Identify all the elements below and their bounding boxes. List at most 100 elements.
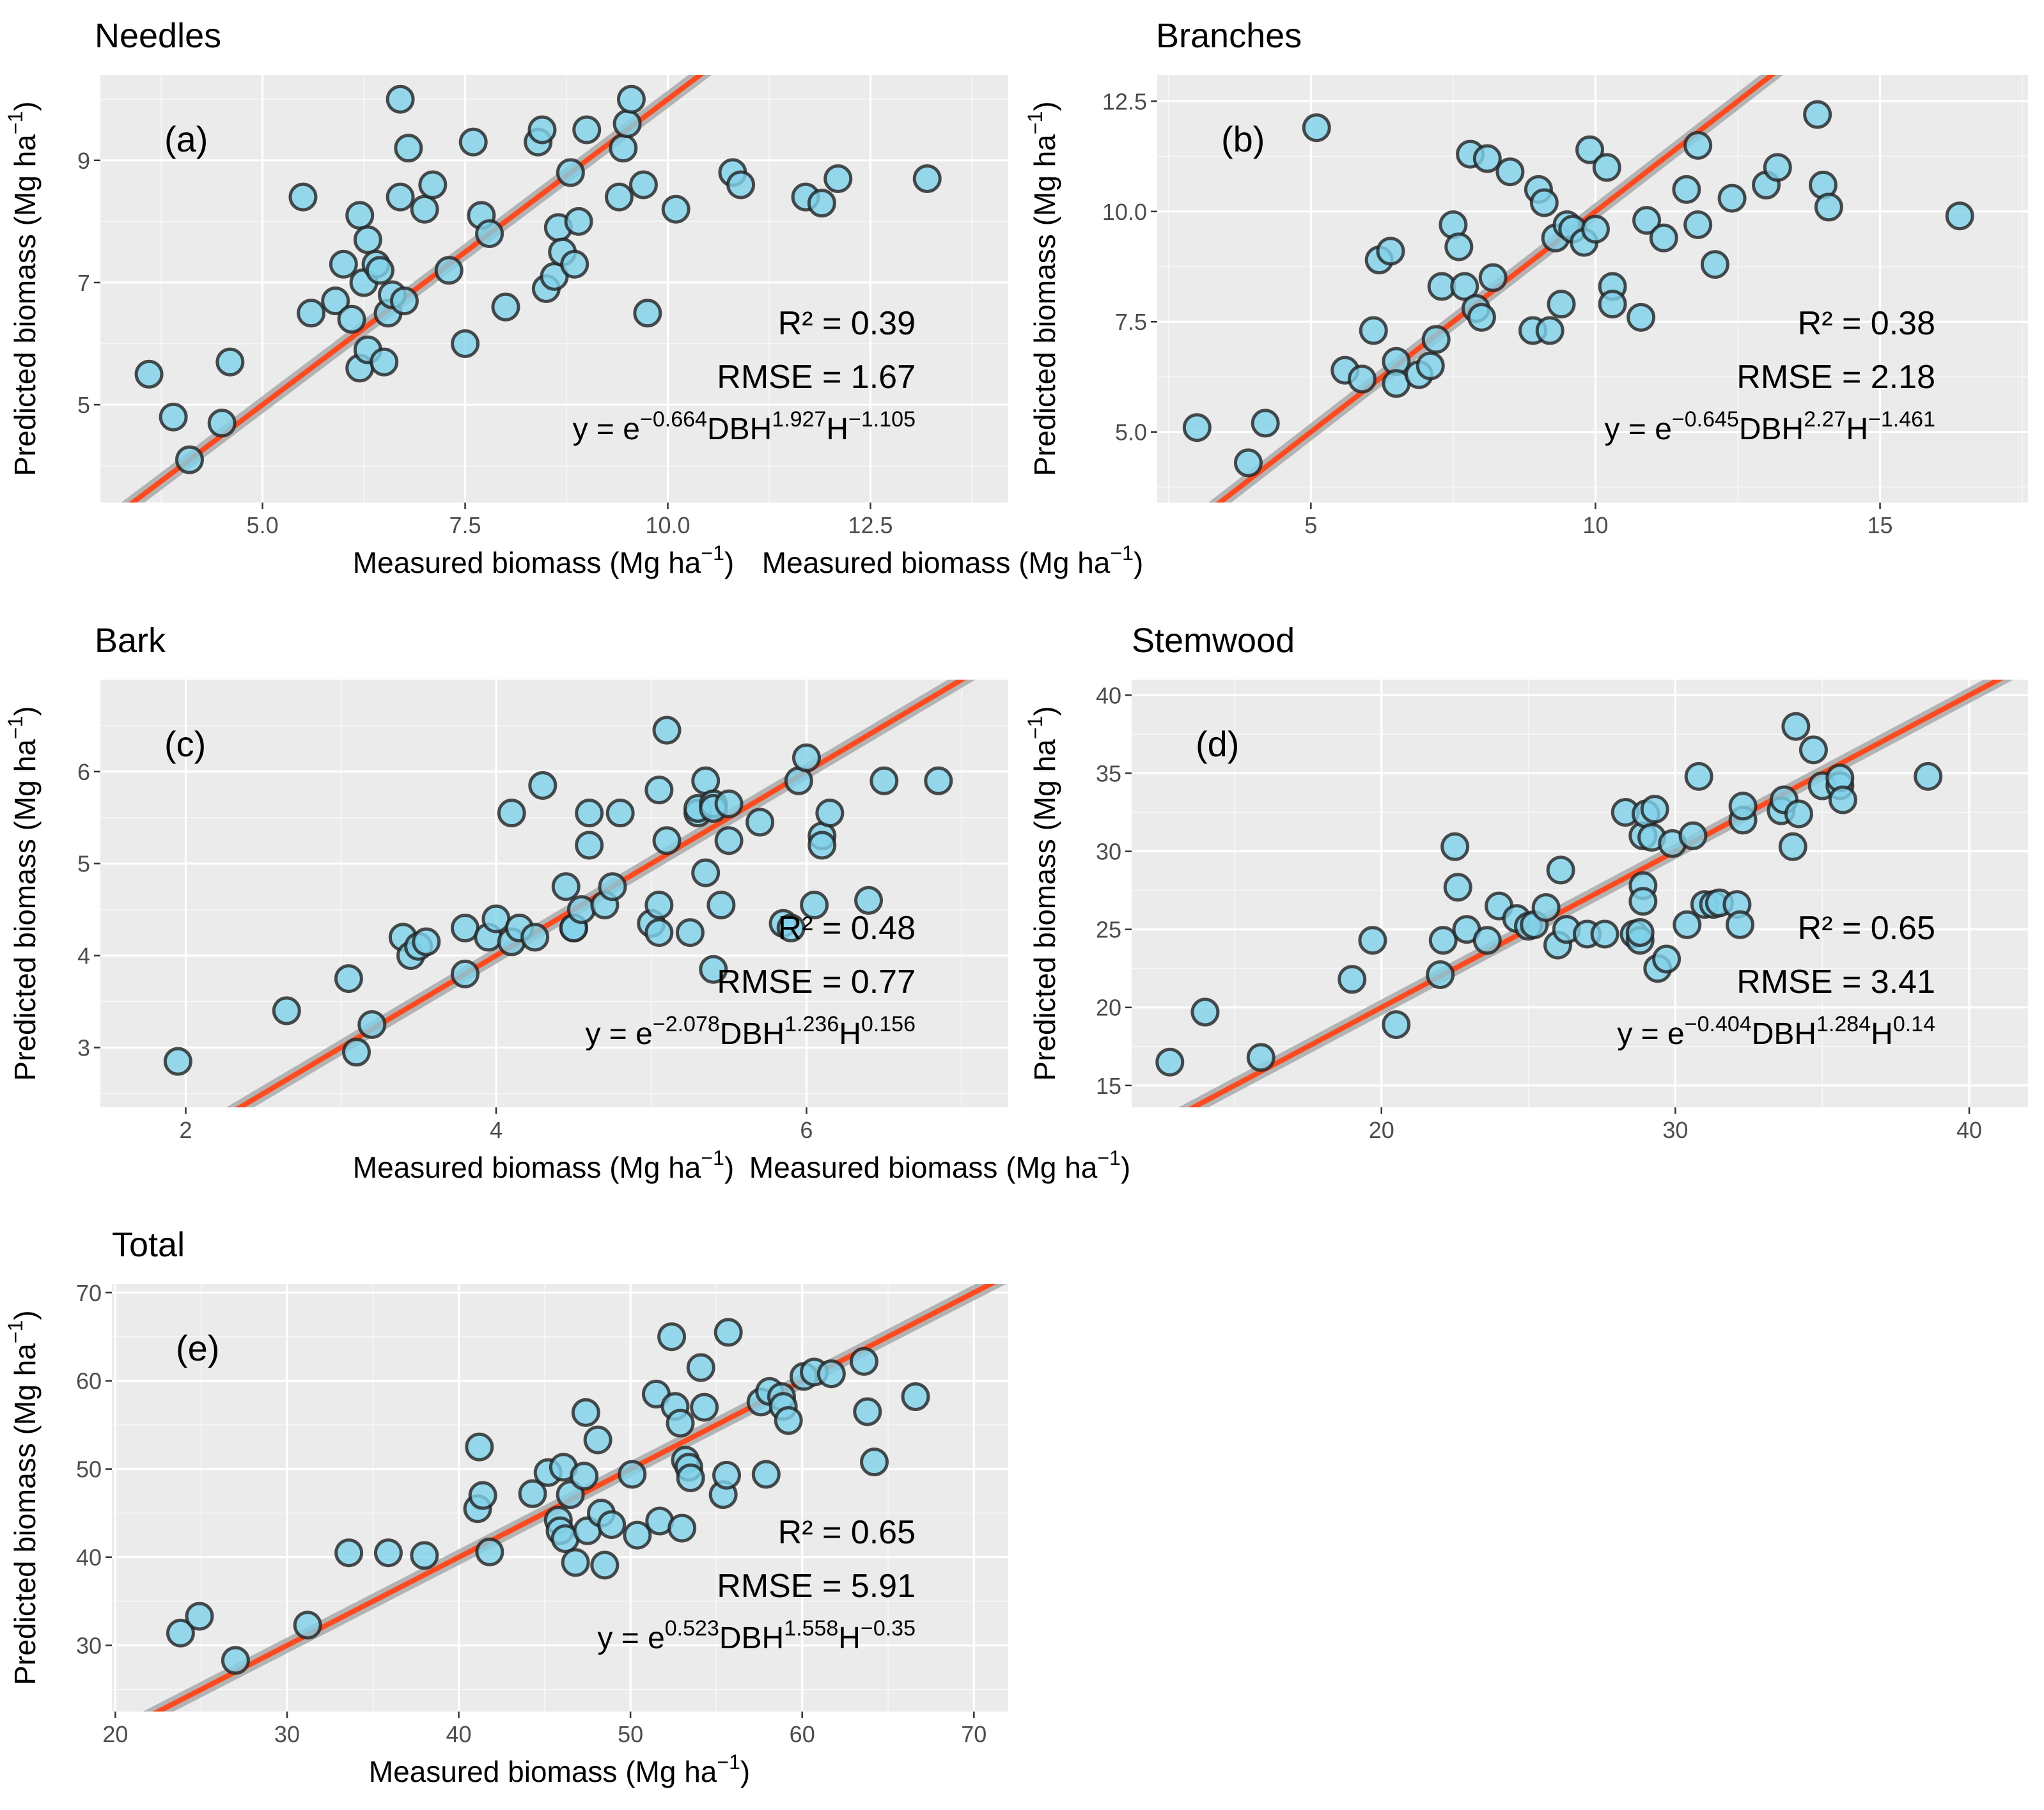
data-point: [714, 826, 744, 855]
data-point: [1546, 855, 1575, 885]
x-axis-title: Measured biomass (Mg ha−1): [353, 542, 734, 579]
data-point: [564, 207, 593, 236]
equation-base: y = e: [573, 412, 640, 446]
data-point: [1717, 183, 1747, 213]
data-point: [458, 127, 488, 157]
x-axis-title-text: Measured biomass (Mg ha: [353, 1151, 701, 1184]
rmse-label: RMSE = 1.67: [717, 359, 916, 396]
data-point: [1640, 795, 1669, 824]
data-point: [570, 1462, 599, 1491]
data-point: [560, 249, 589, 279]
y-axis-title-exp: −1: [1024, 111, 1047, 134]
x-axis-title: Measured biomass (Mg ha−1): [369, 1751, 750, 1788]
data-point: [849, 1346, 878, 1376]
data-point: [221, 1646, 250, 1675]
data-point: [745, 807, 775, 837]
y-axis-title-text: Predicted biomass (Mg ha: [1028, 134, 1061, 476]
data-point: [575, 831, 604, 860]
equation-h: H: [826, 412, 848, 446]
panel-background: [1132, 680, 2028, 1107]
panel-title: Bark: [95, 621, 166, 660]
data-point: [207, 409, 237, 438]
fit-line: [1188, 680, 2004, 1107]
y-axis-title: Predicted biomass (Mg ha−1): [4, 1310, 42, 1685]
x-tick-label: 30: [274, 1721, 300, 1747]
data-point: [605, 799, 635, 828]
data-point: [373, 1538, 403, 1568]
data-point: [1440, 832, 1470, 861]
data-point: [394, 134, 423, 163]
data-point: [389, 286, 419, 316]
x-axis-title-close: ): [740, 1755, 750, 1788]
data-point: [334, 964, 363, 994]
data-point: [1598, 290, 1627, 319]
data-point: [912, 164, 942, 193]
data-point: [365, 256, 394, 285]
data-point: [166, 1618, 195, 1648]
data-point: [807, 189, 836, 218]
fit-group: [1178, 680, 2014, 1107]
data-point: [272, 996, 301, 1026]
equation-base: y = e: [1617, 1017, 1684, 1051]
y-tick-label: 30: [1096, 839, 1121, 865]
data-point: [1590, 919, 1619, 949]
data-point: [590, 1550, 620, 1580]
x-tick-label: 30: [1662, 1117, 1688, 1143]
data-point: [410, 1541, 439, 1570]
data-point: [1338, 965, 1367, 994]
data-point: [714, 1318, 743, 1347]
points: [134, 84, 942, 474]
panel-title: Needles: [95, 17, 221, 55]
y-tick-label: 7.5: [1115, 309, 1147, 335]
data-point: [288, 182, 318, 212]
y-tick-label: 5.0: [1115, 419, 1147, 446]
equation-dbh: DBH: [720, 1017, 784, 1051]
fit-line: [235, 680, 967, 1107]
data-point: [712, 1460, 742, 1490]
data-point: [556, 158, 585, 187]
data-point: [412, 927, 441, 956]
data-point: [386, 182, 415, 212]
x-axis-title-close: ): [724, 1151, 734, 1184]
data-point: [1683, 130, 1713, 160]
data-point: [566, 895, 596, 925]
equation-dbh: DBH: [719, 1621, 784, 1655]
data-point: [1444, 232, 1474, 261]
y-tick-label: 30: [76, 1633, 102, 1659]
panel-title: Stemwood: [1132, 621, 1295, 660]
data-point: [1575, 135, 1605, 164]
data-point: [1467, 302, 1496, 332]
y-tick-label: 6: [77, 759, 90, 785]
fit-group: [1208, 75, 1784, 503]
data-point: [1443, 873, 1472, 902]
data-point: [386, 84, 415, 114]
data-point: [1784, 799, 1813, 829]
fit-group: [143, 1284, 1007, 1712]
x-axis-title: Measured biomass (Mg ha−1): [762, 542, 1143, 579]
data-point: [1763, 153, 1792, 182]
data-point: [657, 1322, 687, 1352]
y-tick-label: 10.0: [1102, 199, 1147, 225]
y-axis-title-exp: −1: [4, 111, 27, 134]
data-point: [633, 299, 662, 328]
y-tick-label: 4: [77, 943, 90, 969]
r2-label: R² = 0.39: [778, 305, 916, 342]
data-point: [1673, 910, 1702, 939]
data-point: [1428, 926, 1458, 955]
data-point: [1347, 364, 1377, 394]
data-point: [1547, 290, 1576, 319]
x-axis-title-exp: −1: [1097, 1146, 1120, 1169]
equation-dbh: DBH: [1752, 1017, 1816, 1051]
data-point: [1495, 157, 1525, 187]
data-point: [623, 1520, 652, 1550]
data-point: [1302, 113, 1331, 143]
data-point: [561, 1548, 590, 1577]
fit-group: [121, 75, 712, 503]
data-point: [1672, 175, 1701, 204]
y-tick-label: 25: [1096, 917, 1121, 943]
equation-a: −0.404: [1685, 1012, 1752, 1036]
data-point: [1914, 761, 1943, 791]
data-point: [497, 799, 526, 828]
x-tick-label: 60: [790, 1721, 815, 1747]
